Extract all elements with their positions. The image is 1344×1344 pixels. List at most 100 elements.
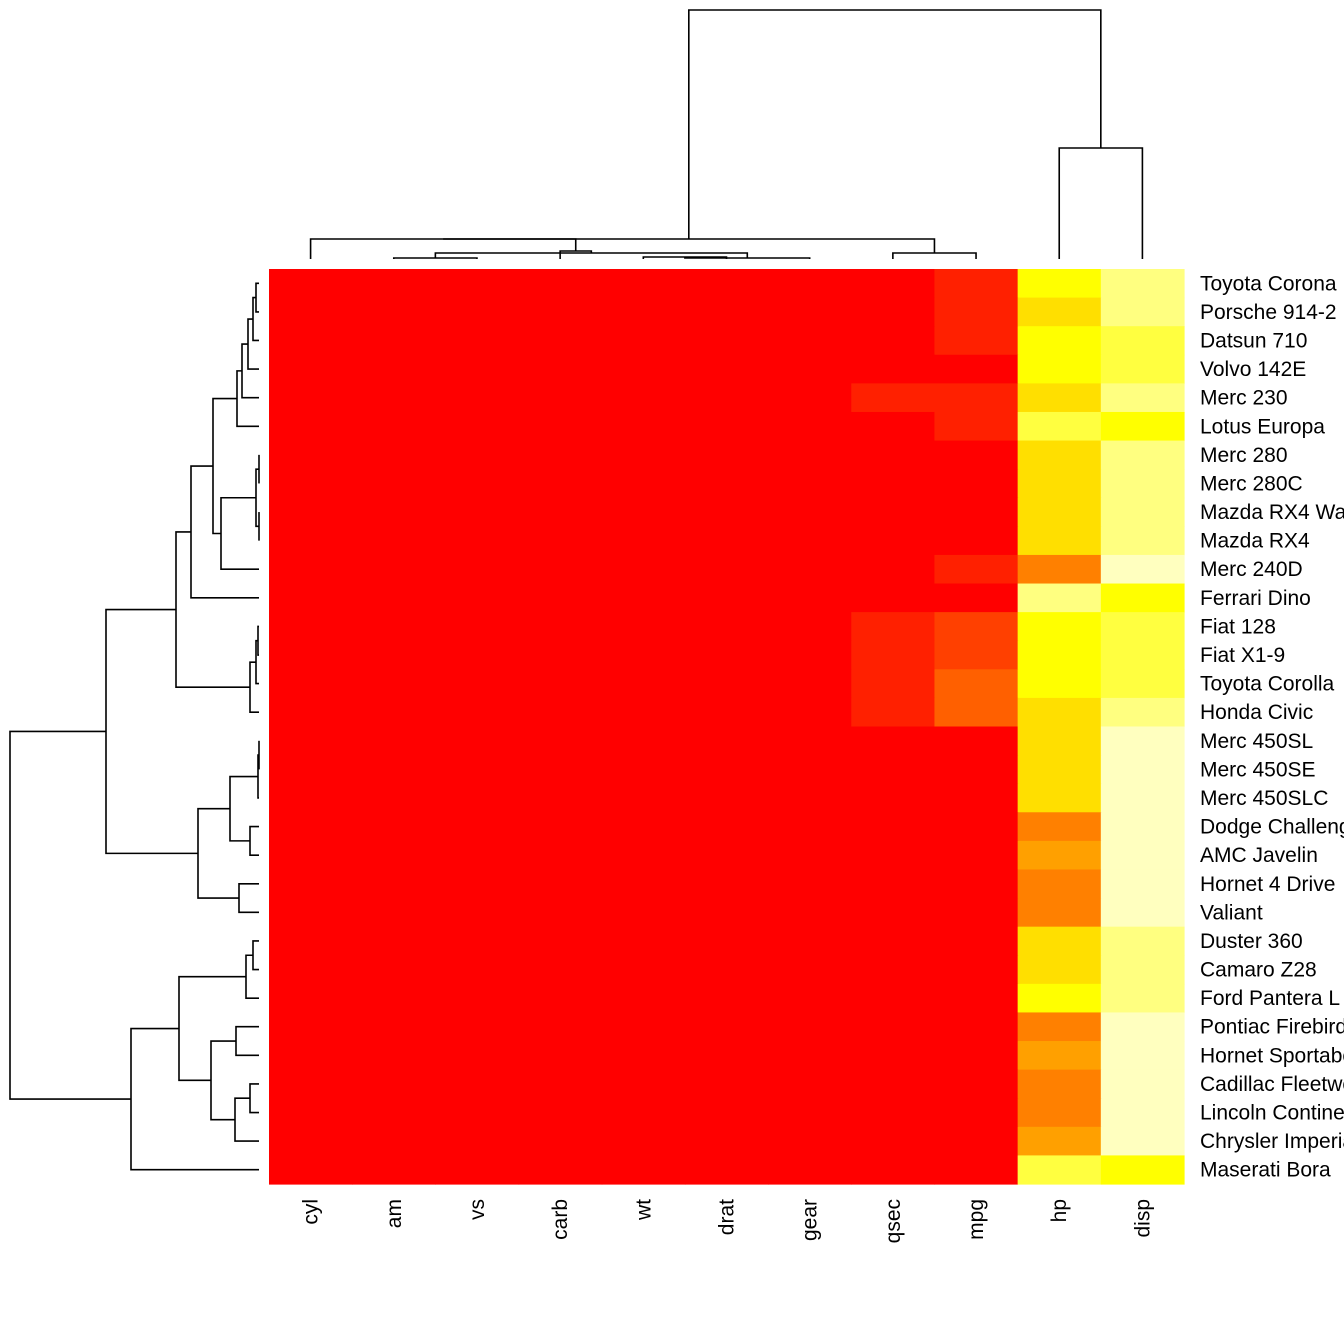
column-label-drat: drat [716, 1199, 739, 1235]
cell-hornet-sportabout-disp [1100, 1041, 1185, 1071]
cell-merc-280c-qsec [851, 469, 936, 499]
cell-mazda-rx4-qsec [851, 526, 936, 556]
column-label-mpg: mpg [965, 1199, 988, 1240]
cell-honda-civic-gear [768, 697, 852, 728]
cell-toyota-corona-am [352, 269, 436, 299]
cell-pontiac-firebird-hp [1017, 1012, 1102, 1042]
cell-lincoln-continental-qsec [851, 1098, 936, 1128]
cell-camaro-z28-cyl [269, 955, 353, 985]
cell-hornet-4-drive-drat [684, 869, 769, 899]
cell-cadillac-fleetwood-mpg [934, 1069, 1019, 1099]
cell-mazda-rx4-mpg [934, 526, 1019, 556]
row-label-pontiac-firebird: Pontiac Firebird [1200, 1016, 1344, 1039]
row-label-maserati-bora: Maserati Bora [1200, 1159, 1331, 1182]
cell-pontiac-firebird-drat [684, 1012, 769, 1042]
cell-duster-360-disp [1100, 926, 1185, 956]
cell-ford-pantera-l-cyl [269, 983, 353, 1014]
row-dendrogram-branch [210, 1040, 236, 1121]
cell-fiat-128-vs [435, 612, 520, 642]
cell-volvo-142e-gear [768, 354, 852, 384]
cell-chrysler-imperial-cyl [269, 1126, 353, 1156]
cell-ferrari-dino-drat [684, 583, 769, 613]
cell-lotus-europa-am [352, 411, 436, 442]
cell-mazda-rx4-wag-am [352, 497, 436, 527]
cell-dodge-challenger-drat [684, 812, 769, 842]
cell-maserati-bora-mpg [934, 1155, 1019, 1185]
cell-toyota-corolla-gear [768, 669, 852, 699]
cell-honda-civic-disp [1100, 697, 1185, 728]
cell-ford-pantera-l-gear [768, 983, 852, 1014]
cell-ford-pantera-l-mpg [934, 983, 1019, 1014]
cell-duster-360-am [352, 926, 436, 956]
cell-hornet-4-drive-qsec [851, 869, 936, 899]
cell-fiat-128-hp [1017, 612, 1102, 642]
cell-toyota-corolla-cyl [269, 669, 353, 699]
cell-merc-240d-wt [601, 554, 686, 585]
cell-valiant-mpg [934, 898, 1019, 928]
row-label-ferrari-dino: Ferrari Dino [1200, 587, 1311, 610]
cell-merc-230-hp [1017, 383, 1102, 413]
cell-merc-450slc-qsec [851, 783, 936, 813]
cell-cadillac-fleetwood-vs [435, 1069, 520, 1099]
cell-merc-450sl-disp [1100, 726, 1185, 756]
cell-merc-230-vs [435, 383, 520, 413]
cell-merc-450se-carb [518, 755, 603, 785]
column-dendrogram-branch [1058, 147, 1144, 259]
cell-merc-450se-wt [601, 755, 686, 785]
cell-mazda-rx4-disp [1100, 526, 1185, 556]
cell-merc-450slc-drat [684, 783, 769, 813]
cell-lincoln-continental-am [352, 1098, 436, 1128]
cell-merc-280-gear [768, 440, 852, 470]
cell-lincoln-continental-cyl [269, 1098, 353, 1128]
cell-valiant-disp [1100, 898, 1185, 928]
cell-maserati-bora-wt [601, 1155, 686, 1185]
cell-fiat-128-wt [601, 612, 686, 642]
row-dendrogram-branch [229, 775, 258, 842]
cell-amc-javelin-qsec [851, 840, 936, 871]
cell-lincoln-continental-mpg [934, 1098, 1019, 1128]
cell-pontiac-firebird-vs [435, 1012, 520, 1042]
cell-maserati-bora-am [352, 1155, 436, 1185]
cell-mazda-rx4-wt [601, 526, 686, 556]
cell-honda-civic-vs [435, 697, 520, 728]
row-labels: Toyota Corona Porsche 914-2 Datsun 710 Volv… [1200, 272, 1344, 1181]
cell-ferrari-dino-am [352, 583, 436, 613]
cell-datsun-710-cyl [269, 326, 353, 356]
column-label-disp: disp [1131, 1199, 1154, 1238]
cell-merc-280-hp [1017, 440, 1102, 470]
cell-pontiac-firebird-qsec [851, 1012, 936, 1042]
cell-duster-360-qsec [851, 926, 936, 956]
cell-cadillac-fleetwood-carb [518, 1069, 603, 1099]
row-dendrogram-branch [235, 1025, 259, 1057]
cell-duster-360-drat [684, 926, 769, 956]
cell-camaro-z28-drat [684, 955, 769, 985]
cell-maserati-bora-gear [768, 1155, 852, 1185]
cell-merc-450se-qsec [851, 755, 936, 785]
cell-maserati-bora-carb [518, 1155, 603, 1185]
cell-ferrari-dino-carb [518, 583, 603, 613]
cell-volvo-142e-wt [601, 354, 686, 384]
cell-pontiac-firebird-mpg [934, 1012, 1019, 1042]
cell-hornet-sportabout-carb [518, 1041, 603, 1071]
cell-fiat-128-carb [518, 612, 603, 642]
row-dendrogram-branch [197, 807, 239, 899]
cell-hornet-4-drive-disp [1100, 869, 1185, 899]
row-label-lotus-europa: Lotus Europa [1200, 415, 1325, 438]
cell-cadillac-fleetwood-drat [684, 1069, 769, 1099]
row-dendrogram-branch [238, 882, 259, 914]
cell-mazda-rx4-wag-cyl [269, 497, 353, 527]
cell-ford-pantera-l-wt [601, 983, 686, 1014]
cell-mazda-rx4-wag-wt [601, 497, 686, 527]
row-dendrogram-branch [249, 1083, 259, 1114]
cell-lotus-europa-disp [1100, 411, 1185, 442]
cell-hornet-sportabout-gear [768, 1041, 852, 1071]
cell-volvo-142e-carb [518, 354, 603, 384]
cell-datsun-710-am [352, 326, 436, 356]
cell-fiat-128-drat [684, 612, 769, 642]
row-dendrogram-branch [249, 825, 259, 856]
cell-mazda-rx4-vs [435, 526, 520, 556]
cell-merc-450sl-mpg [934, 726, 1019, 756]
cell-mazda-rx4-gear [768, 526, 852, 556]
cell-ferrari-dino-disp [1100, 583, 1185, 613]
cell-toyota-corona-hp [1017, 269, 1102, 299]
